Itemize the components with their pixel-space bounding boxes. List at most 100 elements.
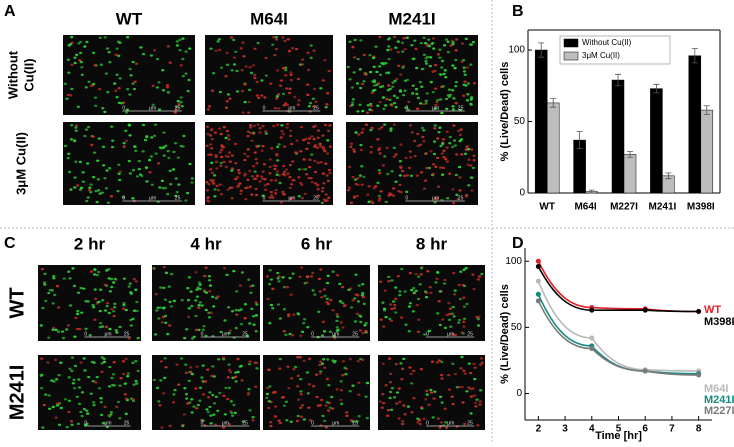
cell (323, 123, 327, 127)
cell (318, 372, 322, 375)
cell (254, 301, 258, 304)
cell (414, 272, 418, 276)
cell (225, 273, 229, 277)
cell (314, 373, 319, 376)
cell (227, 151, 232, 154)
cell (93, 318, 97, 321)
cell (168, 300, 172, 304)
cell (452, 201, 456, 205)
cell (59, 406, 63, 410)
cell (71, 382, 75, 385)
cell (274, 38, 279, 41)
scale-text: 0 (426, 420, 429, 426)
cell (274, 179, 278, 182)
cell (72, 378, 76, 382)
cell (358, 103, 362, 106)
cell (206, 195, 210, 199)
cell (230, 196, 234, 200)
cell (244, 65, 248, 68)
cell (89, 392, 93, 395)
cell (453, 289, 457, 292)
cell (361, 282, 365, 286)
cell (122, 277, 127, 280)
cell (67, 410, 71, 414)
cell (313, 159, 317, 163)
cell (359, 357, 363, 361)
cell (93, 297, 98, 301)
cell (247, 100, 251, 104)
error-bar (627, 151, 633, 158)
cell (446, 94, 451, 97)
cell (157, 108, 162, 111)
cell (448, 312, 452, 316)
cell (168, 324, 172, 327)
point (589, 307, 595, 313)
cell (474, 401, 478, 404)
cell (241, 420, 245, 423)
cell (311, 289, 315, 292)
cell (217, 38, 221, 41)
cell (356, 57, 360, 61)
cell (438, 290, 442, 293)
cell (425, 393, 429, 396)
scale-text: μm (332, 420, 339, 426)
cell (401, 66, 405, 69)
cell (124, 129, 128, 133)
cell (418, 422, 422, 426)
cell (235, 313, 239, 316)
cell (393, 396, 397, 399)
image-background (38, 355, 141, 430)
cell (451, 333, 455, 336)
cell (435, 156, 440, 160)
cell (268, 385, 272, 388)
cell (398, 290, 402, 293)
cell (57, 373, 61, 377)
cell (261, 144, 265, 148)
cell (211, 89, 215, 92)
cell (321, 134, 325, 137)
cell (139, 46, 143, 49)
cell (418, 283, 422, 286)
cell (422, 53, 426, 56)
micrograph: 0 μm 25 (63, 122, 195, 205)
cell (278, 367, 282, 370)
cell (330, 395, 334, 399)
cell (208, 284, 213, 287)
cell (325, 401, 329, 404)
cell (415, 174, 419, 177)
cell (76, 309, 80, 313)
cell (436, 137, 440, 140)
cell (312, 105, 316, 108)
cell (349, 145, 353, 149)
x-tick-label: 3 (562, 424, 568, 435)
cell (400, 367, 405, 371)
cell (372, 65, 376, 69)
cell (410, 288, 414, 292)
cell (281, 132, 286, 136)
cell (218, 391, 222, 395)
cell (252, 315, 256, 318)
cell (157, 81, 161, 84)
cell (453, 66, 457, 70)
cell (327, 168, 332, 172)
cell (436, 53, 440, 56)
cell (162, 286, 166, 290)
cell (466, 148, 471, 151)
cell (408, 366, 412, 369)
cell (227, 138, 231, 141)
cell (373, 88, 377, 92)
cell (173, 388, 177, 392)
cell (306, 392, 310, 395)
cell (76, 105, 80, 109)
cell (278, 317, 282, 320)
cell (451, 188, 455, 191)
cell (128, 282, 132, 285)
cell (423, 42, 428, 45)
cell (81, 171, 85, 174)
cell (187, 307, 191, 310)
cell (355, 420, 359, 423)
cell (258, 127, 262, 130)
point (535, 264, 541, 270)
cell (453, 333, 457, 337)
scale-text: 0 (84, 420, 87, 426)
